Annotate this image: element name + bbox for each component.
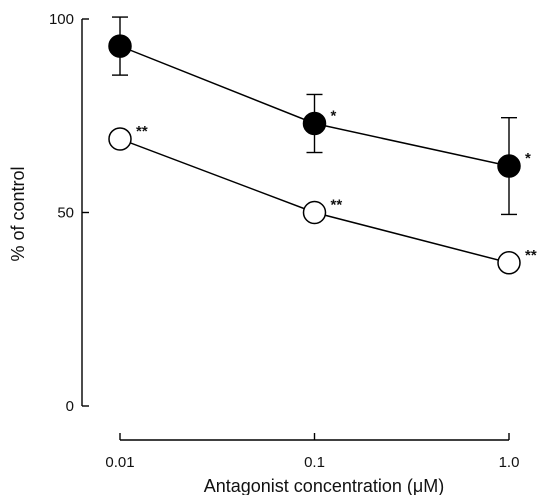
filled-series-point xyxy=(108,34,132,58)
open-series-point xyxy=(302,200,327,225)
x-tick-label: 0.1 xyxy=(304,454,325,471)
x-tick-label: 1.0 xyxy=(499,454,520,471)
y-tick-label: 50 xyxy=(57,205,74,222)
filled-series-significance-label: * xyxy=(331,107,337,124)
chart-marks: ******** xyxy=(108,16,537,275)
filled-series-significance-label: * xyxy=(525,150,531,167)
x-tick-label: 0.01 xyxy=(105,454,134,471)
open-series-significance-label: ** xyxy=(331,197,343,214)
y-axis-label: % of control xyxy=(8,166,28,261)
filled-series-point xyxy=(497,154,521,178)
y-tick-label: 100 xyxy=(49,11,74,28)
filled-series-point xyxy=(302,111,327,136)
open-series-significance-label: ** xyxy=(525,247,537,264)
open-series-point xyxy=(108,127,132,151)
y-tick-label: 0 xyxy=(66,398,74,415)
chart-axes: 0 50 100 0.01 0.1 1.0 xyxy=(49,11,519,471)
x-axis-label: Antagonist concentration (μM) xyxy=(204,476,445,495)
open-series-point xyxy=(497,251,521,275)
open-series-significance-label: ** xyxy=(136,123,148,140)
